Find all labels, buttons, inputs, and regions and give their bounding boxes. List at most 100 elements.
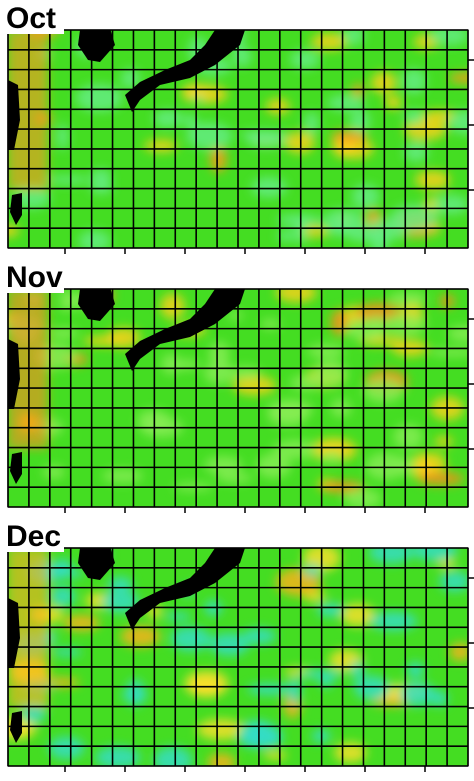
panel-label: Dec xyxy=(6,520,61,553)
map-panel: Nov xyxy=(0,259,474,513)
field-blob xyxy=(432,194,468,215)
field-blob xyxy=(396,456,416,476)
field-blob xyxy=(62,614,100,632)
field-blob xyxy=(267,403,308,427)
field-blob xyxy=(393,424,424,450)
label-background xyxy=(0,259,64,293)
field-blob xyxy=(42,465,65,480)
map-frame xyxy=(7,29,469,249)
field-blob xyxy=(48,736,85,760)
land xyxy=(78,548,115,580)
field-blob xyxy=(340,603,375,627)
field-blob xyxy=(183,114,198,128)
field-blob xyxy=(237,722,283,749)
panel-label: Nov xyxy=(6,261,63,294)
field-blob xyxy=(316,602,345,617)
field-blob xyxy=(343,488,382,507)
field-blob xyxy=(448,72,468,84)
field-blob xyxy=(403,141,429,163)
field-blob xyxy=(216,472,253,484)
field-blob xyxy=(289,375,322,391)
map-panel: Oct xyxy=(0,0,474,254)
field-blob xyxy=(170,626,212,652)
field-blob xyxy=(429,30,468,46)
field-blob xyxy=(256,453,291,479)
field-blob xyxy=(320,450,343,464)
field-blob xyxy=(203,361,236,385)
field-blob xyxy=(287,677,302,705)
field-blob xyxy=(173,359,201,370)
field-blob xyxy=(439,571,468,592)
field-blob xyxy=(95,746,141,766)
field-blob xyxy=(284,131,315,154)
field-blob xyxy=(326,94,366,112)
field-blob xyxy=(204,456,243,475)
field-blob xyxy=(349,110,371,133)
land xyxy=(8,80,20,150)
field-blob xyxy=(370,229,389,248)
field-blob xyxy=(351,183,380,210)
field-blob xyxy=(120,625,161,648)
field-blob xyxy=(106,327,141,348)
field-blob xyxy=(153,109,184,128)
field-blob xyxy=(429,347,468,357)
field-blob xyxy=(186,122,233,150)
field-blob xyxy=(232,375,277,396)
land xyxy=(78,289,115,321)
field-blob xyxy=(143,139,179,153)
field-blob xyxy=(401,68,427,95)
field-blob xyxy=(304,111,319,136)
field-blob xyxy=(75,84,124,112)
field-blob xyxy=(434,436,453,447)
field-blob xyxy=(120,68,141,89)
field-blob xyxy=(101,468,144,484)
label-background xyxy=(0,518,64,552)
panel-label: Oct xyxy=(6,2,56,35)
field-blob xyxy=(46,175,91,185)
field-blob xyxy=(107,576,133,592)
field-blob xyxy=(417,471,464,486)
field-blob xyxy=(125,679,145,707)
field-blob xyxy=(363,378,404,404)
field-blob xyxy=(52,648,83,657)
land xyxy=(8,598,20,668)
field-blob xyxy=(232,46,252,67)
field-blob xyxy=(430,690,449,707)
map-panel: Dec xyxy=(0,518,474,772)
field-blob xyxy=(247,683,292,696)
field-blob xyxy=(342,30,365,46)
field-blob xyxy=(153,746,193,766)
field-blob xyxy=(344,318,386,341)
field-blob xyxy=(447,325,468,343)
field-blob xyxy=(276,214,322,227)
field-blob xyxy=(314,443,348,454)
land xyxy=(8,339,20,409)
field-blob xyxy=(276,230,296,242)
field-blob xyxy=(260,319,281,330)
field-blob xyxy=(447,110,468,134)
field-blob xyxy=(302,564,322,577)
field-blob xyxy=(239,130,288,140)
field-blob xyxy=(251,177,287,198)
field-blob xyxy=(355,302,401,321)
field-blob xyxy=(78,230,111,248)
field-blob xyxy=(266,98,290,115)
field-blob xyxy=(264,751,288,760)
field-blob xyxy=(368,548,414,564)
field-blob xyxy=(289,49,320,70)
field-blob xyxy=(388,291,428,306)
field-blob xyxy=(297,669,344,679)
field-blob xyxy=(192,94,205,103)
field-blob xyxy=(164,612,192,621)
field-blob xyxy=(209,146,227,173)
field-blob xyxy=(415,170,451,190)
field-blob xyxy=(187,678,202,692)
field-blob xyxy=(56,123,69,150)
field-blob xyxy=(228,310,243,321)
field-blob xyxy=(209,632,250,656)
field-blob xyxy=(330,309,348,337)
field-blob xyxy=(50,585,76,607)
field-blob xyxy=(207,753,236,766)
map-frame xyxy=(7,547,469,767)
field-blob xyxy=(90,168,112,186)
